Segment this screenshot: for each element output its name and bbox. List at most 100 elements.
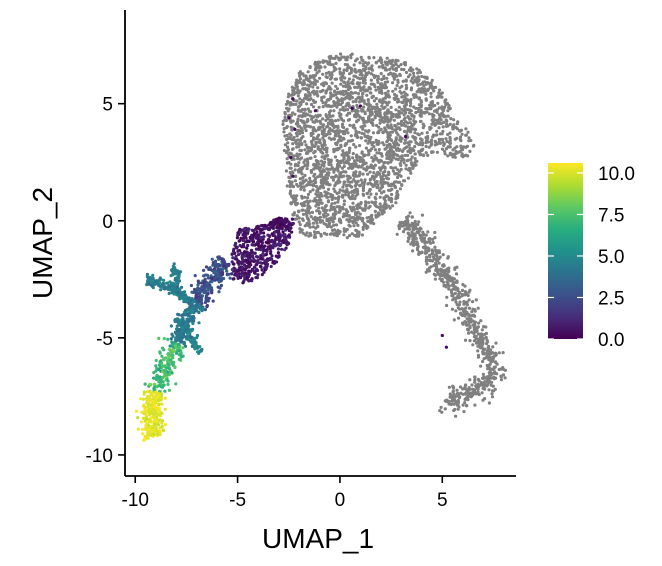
data-point-upper-body [316,216,320,220]
data-point-upper-body [388,133,392,137]
data-point-upper-body [382,208,386,212]
data-point-purple-tip [272,223,276,227]
data-point-purple-core [269,264,273,269]
data-point-teal-arm-up [168,287,172,291]
data-point-yellow-tip [141,397,145,401]
data-point-upper-body [466,154,470,158]
data-point-upper-body [349,67,353,71]
data-point-upper-body [308,76,312,80]
data-point-upper-body [380,159,384,163]
data-point-upper-body [363,67,367,71]
data-point-upper-body [362,167,366,171]
data-point-upper-body [363,74,367,78]
data-point-teal-arm-left [161,281,165,285]
data-point-blue-stem [206,286,210,290]
data-point-yellow-tip [160,424,164,428]
data-point-upper-body [314,66,318,70]
data-point-lower-arm [426,230,430,234]
data-point-blue-stem [214,264,218,268]
data-point-purple-core [278,243,282,247]
data-point-upper-body [366,117,371,121]
data-point-upper-body [361,163,365,167]
data-point-upper-body [306,70,310,74]
data-point-upper-body [307,204,311,208]
data-point-lower-arm [425,257,429,261]
data-point-upper-body [361,64,365,68]
data-point-lower-arm [447,287,451,291]
data-point-upper-body [348,146,352,150]
data-point-upper-body [430,118,434,122]
data-point-blue-stem [219,271,223,275]
data-point-upper-body [309,131,313,136]
data-point-lower-arm [461,403,465,407]
data-point-purple-core [253,271,257,275]
data-point-upper-body [357,100,362,104]
data-point-lower-arm [447,402,451,406]
data-point-lower-arm [442,264,446,268]
data-point-upper-body [323,127,327,131]
data-point-upper-body [310,90,315,94]
data-point-blue-stem [203,308,207,312]
data-point-upper-body [320,96,324,100]
data-point-upper-body [444,147,448,151]
data-point-upper-body [371,82,375,86]
data-point-upper-body [306,77,310,81]
data-point-upper-body [431,115,435,119]
data-point-upper-body [471,144,476,148]
data-point-upper-body [298,177,302,181]
data-point-lower-arm [420,213,424,217]
data-point-upper-body [420,131,424,135]
data-point-upper-body [361,186,365,190]
data-point-upper-body [377,90,382,94]
data-point-upper-body [393,60,398,64]
data-point-upper-body [423,80,427,84]
data-point-upper-body [380,116,384,120]
data-point-upper-body [340,122,345,126]
data-point-upper-body [330,81,334,85]
data-point-upper-body [390,204,395,208]
data-point-upper-body [306,157,310,161]
data-point-purple-core [273,241,277,245]
data-point-upper-body [328,114,332,118]
data-point-upper-body [411,166,415,170]
data-point-upper-body [370,64,374,68]
y-axis-title: UMAP_2 [27,187,58,299]
data-point-upper-body [312,174,316,178]
data-point-upper-body [343,143,347,148]
data-point-scattered-purple [289,155,293,160]
data-point-upper-body [296,88,300,92]
data-point-upper-body [374,197,378,201]
data-point-upper-body [372,56,376,60]
data-point-blue-stem [212,269,216,273]
data-point-lower-arm [471,300,475,304]
data-point-lower-arm [471,343,475,347]
data-point-lower-arm [463,338,468,342]
data-point-upper-body [318,215,322,219]
data-point-upper-body [300,115,304,119]
data-point-blue-stem [190,290,194,294]
data-point-upper-body [343,180,347,184]
data-point-yellow-tip [157,406,161,410]
data-point-lower-arm [473,308,477,312]
data-point-upper-body [354,162,358,166]
data-point-upper-body [446,109,450,113]
data-point-lower-arm [398,220,402,225]
data-point-upper-body [391,81,395,85]
data-point-upper-body [404,70,409,75]
data-point-upper-body [324,59,328,63]
data-point-upper-body [335,87,339,91]
data-point-upper-body [424,92,428,96]
data-point-lower-arm [408,211,412,215]
data-point-yellow-tip [142,416,146,421]
data-point-upper-body [295,134,299,138]
data-point-upper-body [283,115,287,119]
data-point-upper-body [320,89,324,93]
data-point-upper-body [412,148,416,153]
data-point-upper-body [291,147,295,151]
data-point-upper-body [301,217,305,221]
data-point-upper-body [341,84,346,88]
data-point-lower-arm [470,387,475,391]
data-point-lower-arm [487,355,491,359]
data-point-upper-body [373,209,377,213]
data-point-upper-body [308,179,312,183]
